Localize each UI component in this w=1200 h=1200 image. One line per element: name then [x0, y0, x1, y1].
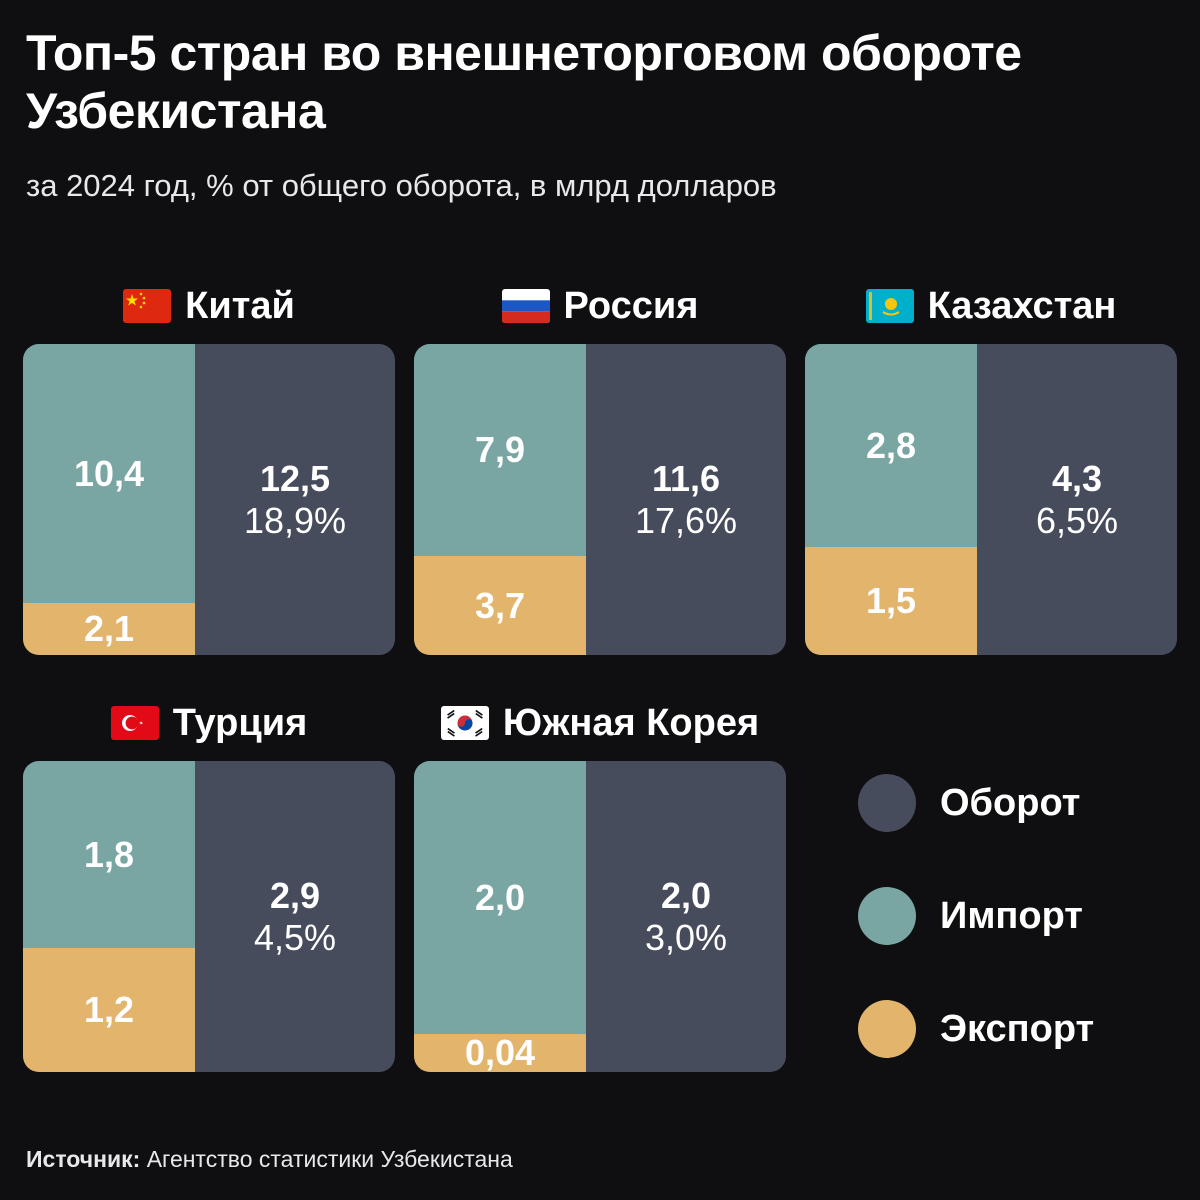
import-export-column: 1,8 1,2 [23, 761, 195, 1072]
import-export-column: 2,8 1,5 [805, 344, 977, 655]
chart-title: Топ-5 стран во внешнеторговом обороте Уз… [26, 25, 1022, 139]
legend-swatch-import [858, 887, 916, 945]
country-header-kazakhstan: Казахстан [805, 280, 1177, 332]
south-korea-flag-icon [440, 706, 503, 740]
legend-item-turnover: Оборот [858, 774, 1080, 832]
import-bar-kazakhstan: 2,8 [805, 344, 977, 547]
country-header-china: Китай [23, 280, 395, 332]
legend-item-import: Импорт [858, 887, 1083, 945]
turnover-value-turkey: 2,9 [269, 874, 321, 916]
legend-swatch-export [858, 1000, 916, 1058]
china-flag-icon [123, 289, 185, 323]
country-name-turkey: Турция [172, 701, 308, 744]
import-bar-turkey: 1,8 [23, 761, 195, 948]
chart-subtitle: за 2024 год, % от общего оборота, в млрд… [26, 168, 777, 203]
import-bar-south-korea: 2,0 [414, 761, 586, 1034]
turnover-bar-russia: 11,6 17,6% [586, 344, 786, 655]
turnover-value-russia: 11,6 [651, 457, 721, 499]
source-text: Агентство статистики Узбекистана [146, 1146, 513, 1172]
turnover-value-china: 12,5 [259, 457, 331, 499]
turkey-flag-icon [110, 706, 173, 740]
import-export-column: 7,9 3,7 [414, 344, 586, 655]
source-note: Источник: Агентство статистики Узбекиста… [26, 1146, 513, 1173]
export-bar-south-korea: 0,04 [414, 1032, 586, 1072]
export-bar-china: 2,1 [23, 603, 195, 655]
export-bar-turkey: 1,2 [23, 948, 195, 1072]
legend-swatch-turnover [858, 774, 916, 832]
country-card-china: 10,4 2,1 12,5 18,9% [23, 344, 395, 655]
turnover-share-kazakhstan: 6,5% [1035, 499, 1119, 541]
turnover-share-china: 18,9% [243, 499, 347, 541]
country-name-kazakhstan: Казахстан [927, 284, 1117, 327]
country-card-russia: 7,9 3,7 11,6 17,6% [414, 344, 786, 655]
country-card-south-korea: 2,0 0,04 2,0 3,0% [414, 761, 786, 1072]
russia-flag-icon [501, 289, 564, 323]
turnover-bar-china: 12,5 18,9% [195, 344, 395, 655]
legend-label-import: Импорт [940, 894, 1083, 937]
turnover-bar-south-korea: 2,0 3,0% [586, 761, 786, 1072]
turnover-value-kazakhstan: 4,3 [1051, 457, 1103, 499]
legend-label-export: Экспорт [940, 1007, 1095, 1050]
turnover-bar-kazakhstan: 4,3 6,5% [977, 344, 1177, 655]
country-header-south-korea: Южная Корея [414, 697, 786, 749]
country-name-china: Китай [185, 284, 295, 327]
country-header-russia: Россия [414, 280, 786, 332]
country-card-turkey: 1,8 1,2 2,9 4,5% [23, 761, 395, 1072]
turnover-share-turkey: 4,5% [253, 916, 337, 958]
import-export-column: 2,0 0,04 [414, 761, 586, 1072]
country-card-kazakhstan: 2,8 1,5 4,3 6,5% [805, 344, 1177, 655]
export-bar-kazakhstan: 1,5 [805, 547, 977, 655]
import-bar-china: 10,4 [23, 344, 195, 603]
legend-item-export: Экспорт [858, 1000, 1094, 1058]
turnover-value-south-korea: 2,0 [660, 874, 712, 916]
export-bar-russia: 3,7 [414, 556, 586, 655]
legend-label-turnover: Оборот [940, 781, 1081, 824]
country-name-south-korea: Южная Корея [502, 701, 760, 744]
source-label: Источник: [26, 1146, 141, 1172]
country-name-russia: Россия [563, 284, 699, 327]
turnover-share-russia: 17,6% [634, 499, 738, 541]
turnover-share-south-korea: 3,0% [644, 916, 728, 958]
country-header-turkey: Турция [23, 697, 395, 749]
import-bar-russia: 7,9 [414, 344, 586, 556]
import-export-column: 10,4 2,1 [23, 344, 195, 655]
turnover-bar-turkey: 2,9 4,5% [195, 761, 395, 1072]
kazakhstan-flag-icon [865, 289, 928, 323]
